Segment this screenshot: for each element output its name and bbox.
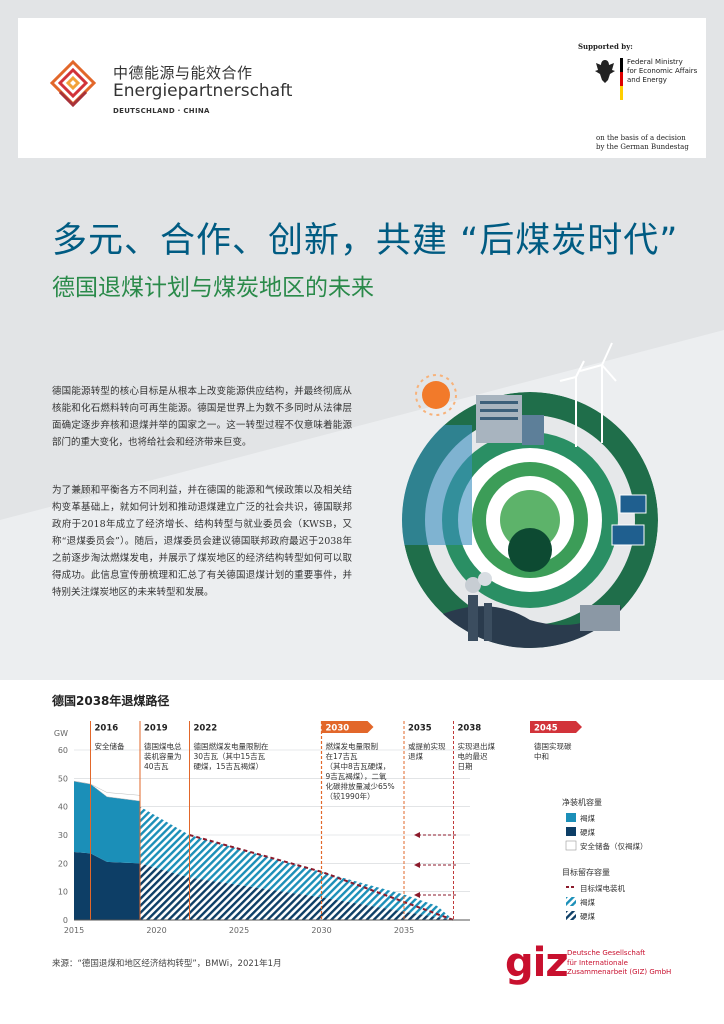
- milestone-year: 2019: [144, 724, 168, 734]
- y-tick-label: 60: [58, 746, 68, 755]
- logo-subtitle: DEUTSCHLAND · CHINA: [113, 107, 210, 115]
- milestone-text: 德国燃煤发电量限制在: [194, 741, 269, 751]
- intro-paragraph-2: 为了兼顾和平衡各方不同利益，并在德国的能源和气候政策以及相关结构变革基础上，就如…: [52, 485, 352, 598]
- arrow-head: [414, 892, 420, 898]
- milestone-text: 日期: [458, 762, 473, 771]
- factory-icon: [465, 572, 620, 641]
- x-tick-label: 2030: [311, 926, 331, 935]
- supported-by-label: Supported by:: [578, 42, 633, 51]
- milestone-year: 2035: [408, 724, 432, 734]
- legend-label: 硬煤: [580, 911, 595, 921]
- milestone-year: 2038: [458, 724, 482, 734]
- milestone-text: 德国煤电总: [144, 741, 182, 751]
- chart-title: 德国2038年退煤路径: [52, 694, 170, 708]
- legend-swatch: [565, 840, 577, 851]
- milestone-text: 燃煤发电量限制: [326, 741, 379, 751]
- german-flag-icon: [620, 58, 623, 100]
- x-tick-label: 2015: [64, 926, 84, 935]
- milestone-text: 装机容量为: [144, 751, 182, 761]
- page-subtitle: 德国退煤计划与煤炭地区的未来: [52, 275, 374, 301]
- milestone-text: 退煤: [408, 751, 423, 761]
- milestone-year-badge: [530, 721, 582, 733]
- milestone-text: （较1990年）: [326, 791, 375, 801]
- milestone-text: 电的最迟: [458, 751, 488, 761]
- milestone-text: （其中8吉瓦硬煤，: [326, 761, 391, 771]
- milestone-year: 2022: [194, 724, 218, 734]
- solar-panel-icon: [611, 494, 647, 546]
- milestone-text: 在17吉瓦: [326, 751, 359, 761]
- y-tick-label: 10: [58, 888, 68, 897]
- eagle-icon: [595, 60, 615, 83]
- x-tick-label: 2020: [146, 926, 166, 935]
- source-note: 来源：“德国退煤和地区经济结构转型”，BMWi，2021年1月: [52, 959, 282, 969]
- milestone-text: 德国实现碳: [534, 741, 572, 751]
- legend-label: 褐煤: [580, 897, 595, 907]
- area-planned-hard-coal: [140, 863, 454, 920]
- milestone-text: 30吉瓦（其中15吉瓦: [194, 751, 266, 761]
- milestone-text: 或提前实现: [408, 741, 446, 751]
- milestone-year: 2016: [95, 724, 119, 734]
- x-tick-label: 2035: [394, 926, 414, 935]
- legend-label: 硬煤: [580, 827, 595, 837]
- giz-name: Deutsche Gesellschaft für Internationale…: [567, 949, 672, 976]
- legend-installed-title: 净装机容量: [562, 797, 602, 807]
- milestone-text: 40吉瓦: [144, 762, 169, 771]
- milestone-year: 2045: [534, 724, 558, 734]
- milestone-text: 中和: [534, 751, 549, 761]
- target-capacity-line: [189, 834, 454, 921]
- intro-paragraph-1: 德国能源转型的核心目标是从根本上改变能源供应结构，并最终彻底从核能和化石燃料转向…: [52, 386, 352, 448]
- header-card: 中德能源与能效合作 Energiepartnerschaft DEUTSCHLA…: [18, 18, 706, 158]
- legend-label: 安全储备（仅褐煤）: [580, 841, 648, 851]
- milestone-text: 9吉瓦褐煤），二氧: [326, 771, 388, 781]
- legend-swatch: [566, 911, 576, 920]
- arrow-head: [414, 832, 420, 838]
- partnership-logo-icon: [49, 59, 97, 108]
- arrow-head: [414, 862, 420, 868]
- legend-swatch: [566, 813, 576, 822]
- area-planned-lignite: [140, 806, 454, 920]
- legend-remaining-title: 目标留存容量: [562, 867, 610, 877]
- x-tick-label: 2025: [229, 926, 249, 935]
- milestone-text: 安全储备: [95, 741, 125, 751]
- milestone-year-badge: [321, 721, 374, 733]
- decision-note: on the basis of a decision by the German…: [596, 134, 689, 151]
- legend-swatch: [566, 827, 576, 836]
- logo-german-name: Energiepartnerschaft: [113, 81, 293, 101]
- energy-transition-illustration: [402, 342, 658, 648]
- legend-label: 目标煤电装机: [580, 883, 625, 893]
- logo-chinese-name: 中德能源与能效合作: [113, 64, 253, 82]
- legend-swatch: [566, 897, 576, 906]
- sun-icon: [422, 381, 450, 409]
- page-title: 多元、合作、创新，共建 “后煤炭时代”: [52, 221, 679, 261]
- y-tick-label: 30: [58, 831, 68, 840]
- y-axis-label: GW: [54, 729, 68, 738]
- legend-label: 褐煤: [580, 813, 595, 823]
- milestone-year: 2030: [326, 724, 350, 734]
- y-tick-label: 40: [58, 803, 68, 812]
- y-tick-label: 50: [58, 774, 68, 783]
- milestone-text: 硬煤，15吉瓦褐煤）: [194, 761, 264, 771]
- wind-turbine-icon: [559, 342, 617, 447]
- y-tick-label: 20: [58, 859, 68, 868]
- milestone-text: 实现退出煤: [458, 741, 496, 751]
- giz-logo: giz: [505, 940, 569, 986]
- y-tick-label: 0: [63, 916, 68, 925]
- milestone-text: 化碳排放量减少65%: [326, 781, 395, 791]
- ministry-name: Federal Ministry for Economic Affairs an…: [627, 58, 698, 84]
